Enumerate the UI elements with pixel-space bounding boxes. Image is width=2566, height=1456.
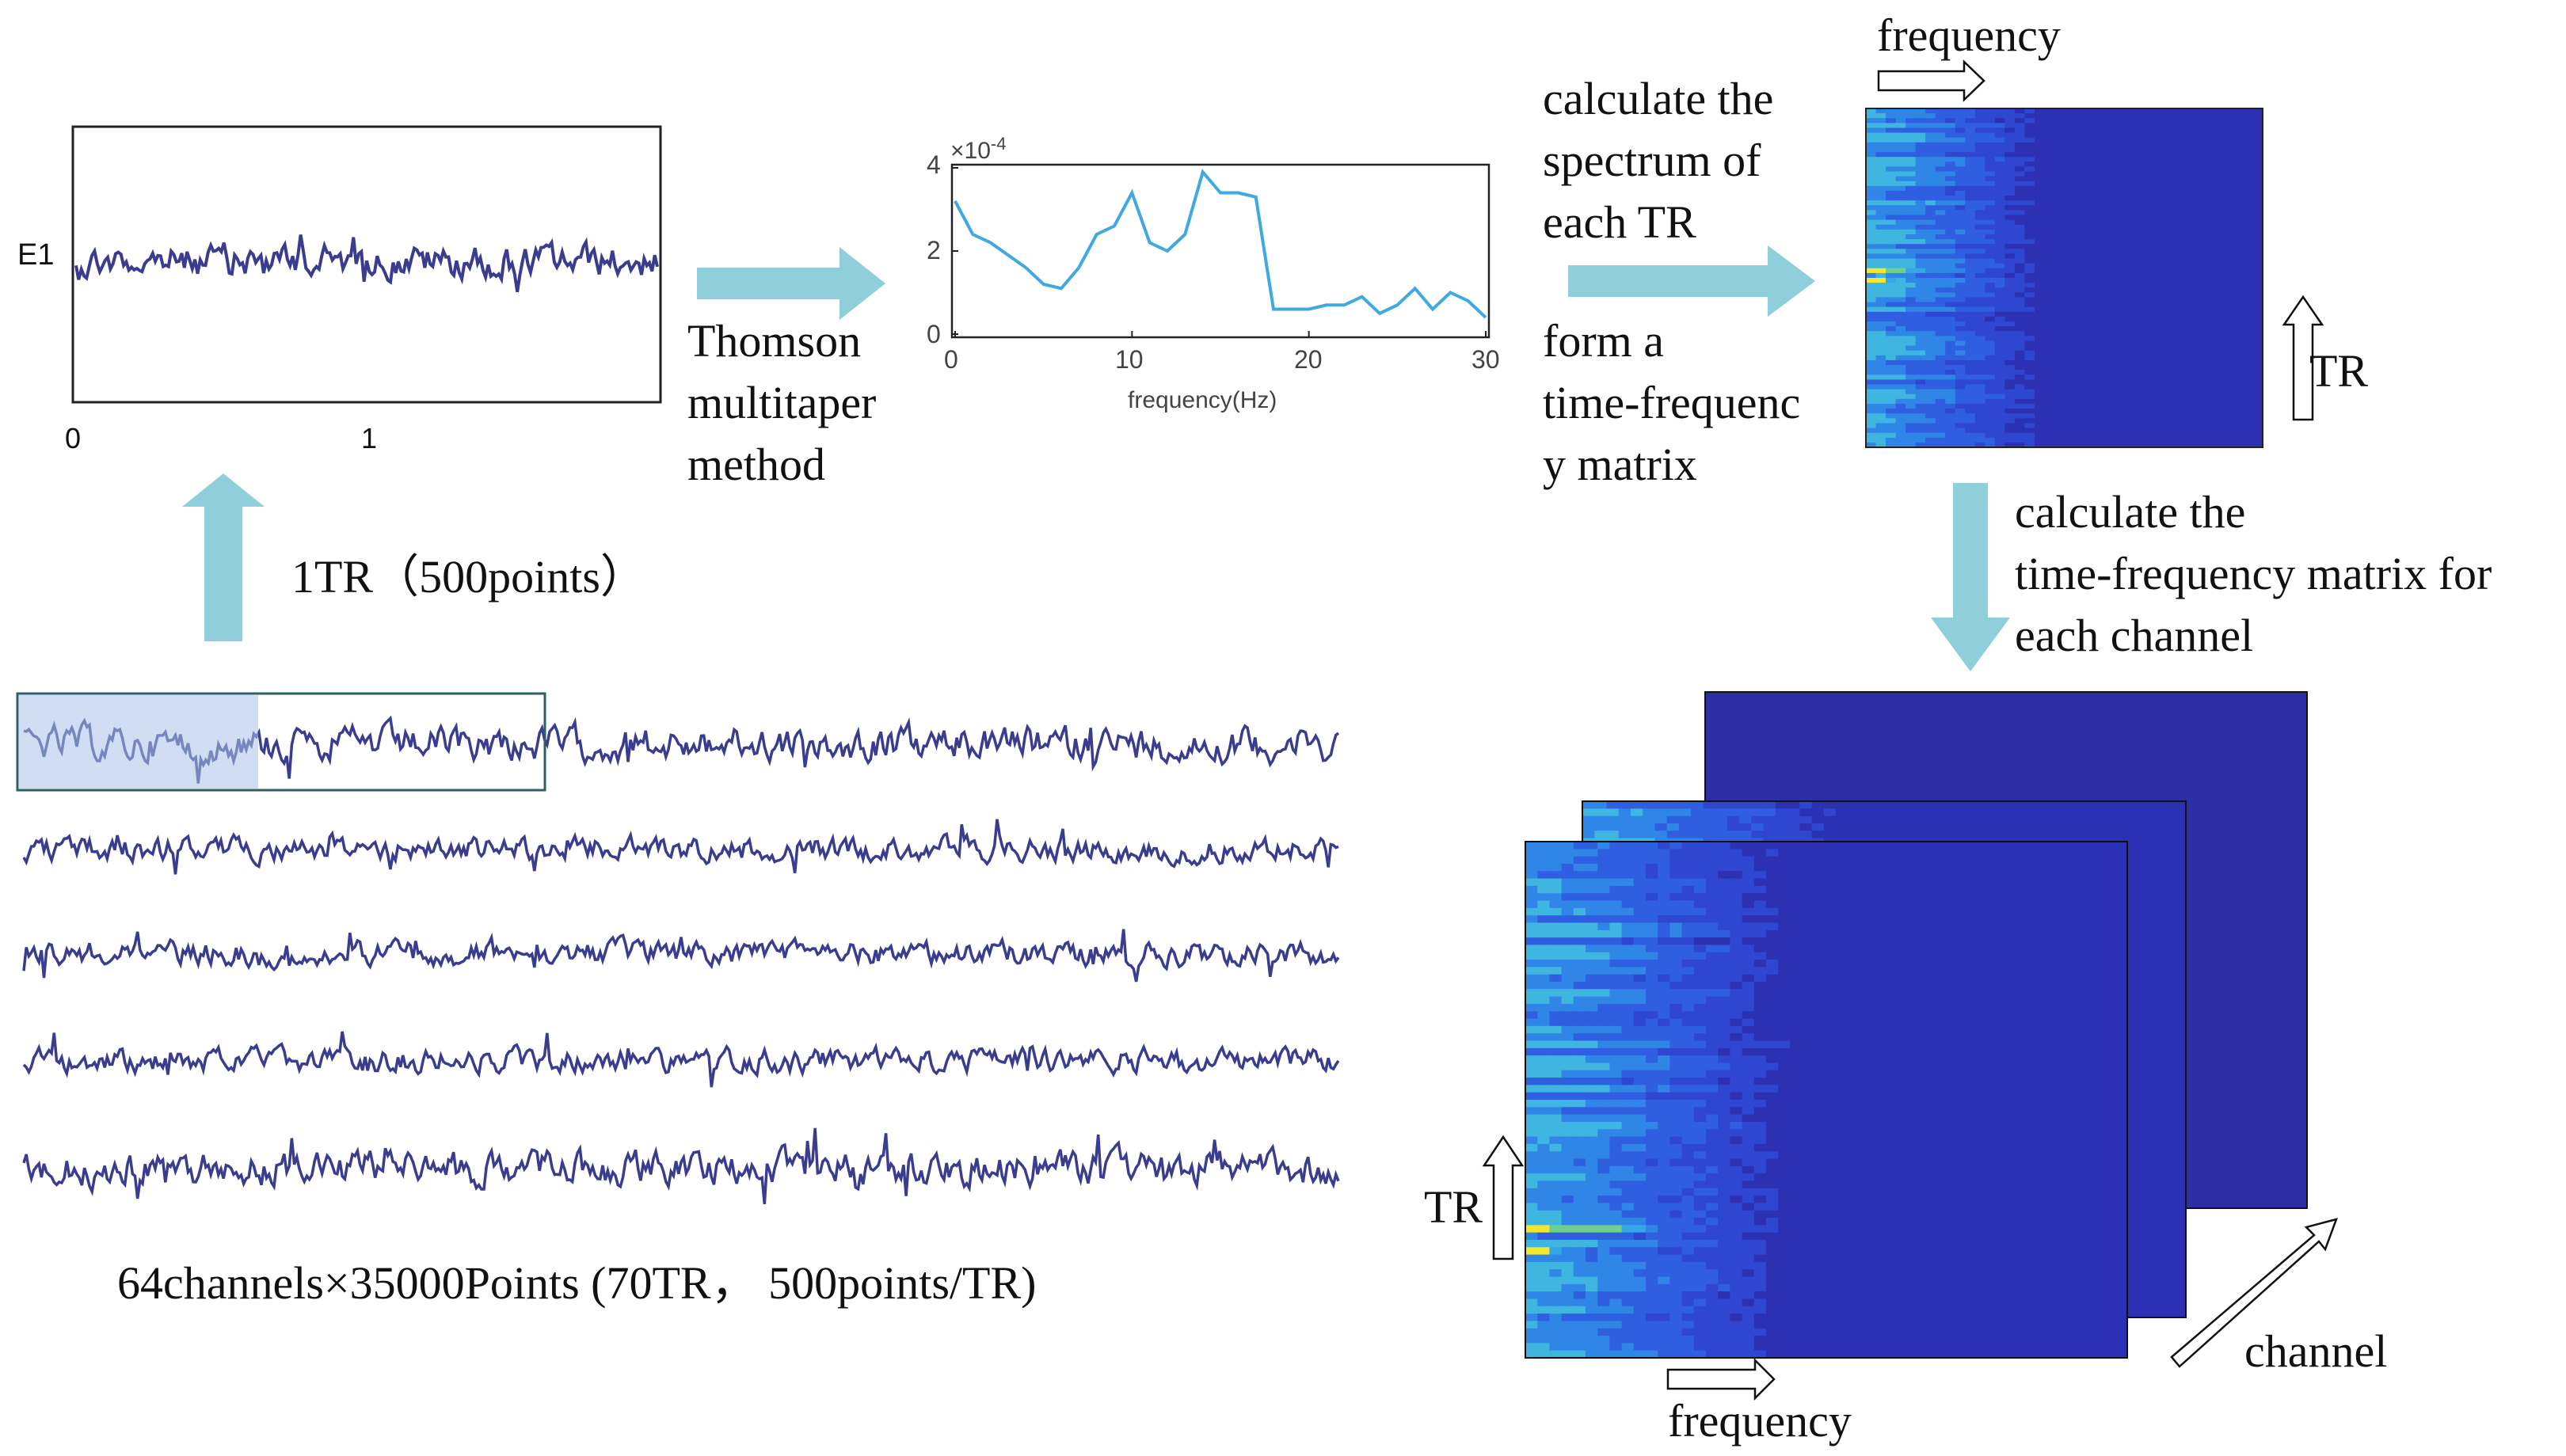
down-arrow <box>1931 483 2010 671</box>
method-label-line-1: Thomson <box>687 315 862 367</box>
tf-matrix-top <box>1866 108 2263 448</box>
eeg-trace <box>74 234 659 292</box>
step2-line-3: y matrix <box>1543 439 1697 490</box>
tf-matrix-front-frame <box>1525 841 2128 1359</box>
caption: 64channels×35000Points (70TR， 500points/… <box>117 1257 1037 1309</box>
stack-frequency-label: frequency <box>1668 1395 1852 1446</box>
channel-trace <box>22 1031 1340 1088</box>
frequency-arrow-stack <box>1666 1357 1776 1401</box>
right-arrow-1 <box>697 247 885 320</box>
eeg-plot-frame <box>71 125 662 404</box>
up-arrow <box>182 473 265 641</box>
step1-line-1: calculate the <box>1543 73 1774 124</box>
eeg-x-tick-0: 0 <box>65 422 82 454</box>
stack-tr-label: TR <box>1424 1181 1483 1233</box>
spectrum-y-tick-0: 0 <box>927 320 941 348</box>
spectrum-x-tick-10: 10 <box>1115 345 1144 374</box>
stack-channel-label: channel <box>2244 1325 2388 1377</box>
step3-line-2: time-frequency matrix for <box>2015 548 2492 599</box>
spectrum-x-tick-0: 0 <box>944 345 958 374</box>
eeg-x-tick-1: 1 <box>361 422 378 454</box>
eeg-channel-label: E1 <box>17 238 55 272</box>
step3-line-1: calculate the <box>2015 486 2246 538</box>
channel-trace <box>22 1127 1340 1205</box>
tr-window-box <box>16 692 546 792</box>
spectrum-y-tick-4: 4 <box>927 150 941 179</box>
tr-window-label: 1TR（500points） <box>291 551 646 603</box>
spectrum-x-tick-20: 20 <box>1294 345 1323 374</box>
step2-line-1: form a <box>1543 315 1664 367</box>
spectrum-x-tick-30: 30 <box>1471 345 1500 374</box>
spectrum-line <box>954 169 1487 319</box>
tr-window-highlight <box>19 695 258 789</box>
tr-arrow-stack <box>1482 1135 1525 1260</box>
channel-trace <box>22 819 1339 875</box>
channel-arrow <box>2170 1218 2339 1368</box>
method-label-line-2: multitaper <box>687 377 877 428</box>
step3-line-3: each channel <box>2015 610 2254 661</box>
spectrum-x-label: frequency(Hz) <box>1128 387 1277 413</box>
step1-line-2: spectrum of <box>1543 135 1761 186</box>
spectrum-y-exponent: ×10-4 <box>950 134 1007 164</box>
spectrum-ticks <box>952 167 1487 337</box>
tr-arrow-top <box>2282 295 2324 421</box>
tf-matrix-front <box>1525 842 2128 1359</box>
step1-line-3: each TR <box>1543 196 1696 248</box>
step2-line-2: time-frequenc <box>1543 377 1801 428</box>
right-arrow-2 <box>1568 245 1815 317</box>
tf-top-frequency-label: frequency <box>1877 10 2061 61</box>
spectrum-y-tick-2: 2 <box>927 236 941 264</box>
channel-trace <box>22 929 1340 983</box>
method-label-line-3: method <box>687 439 825 490</box>
tf-matrix-top-frame <box>1865 108 2263 448</box>
frequency-arrow-top <box>1877 59 1985 102</box>
tf-top-tr-label: TR <box>2309 345 2369 397</box>
